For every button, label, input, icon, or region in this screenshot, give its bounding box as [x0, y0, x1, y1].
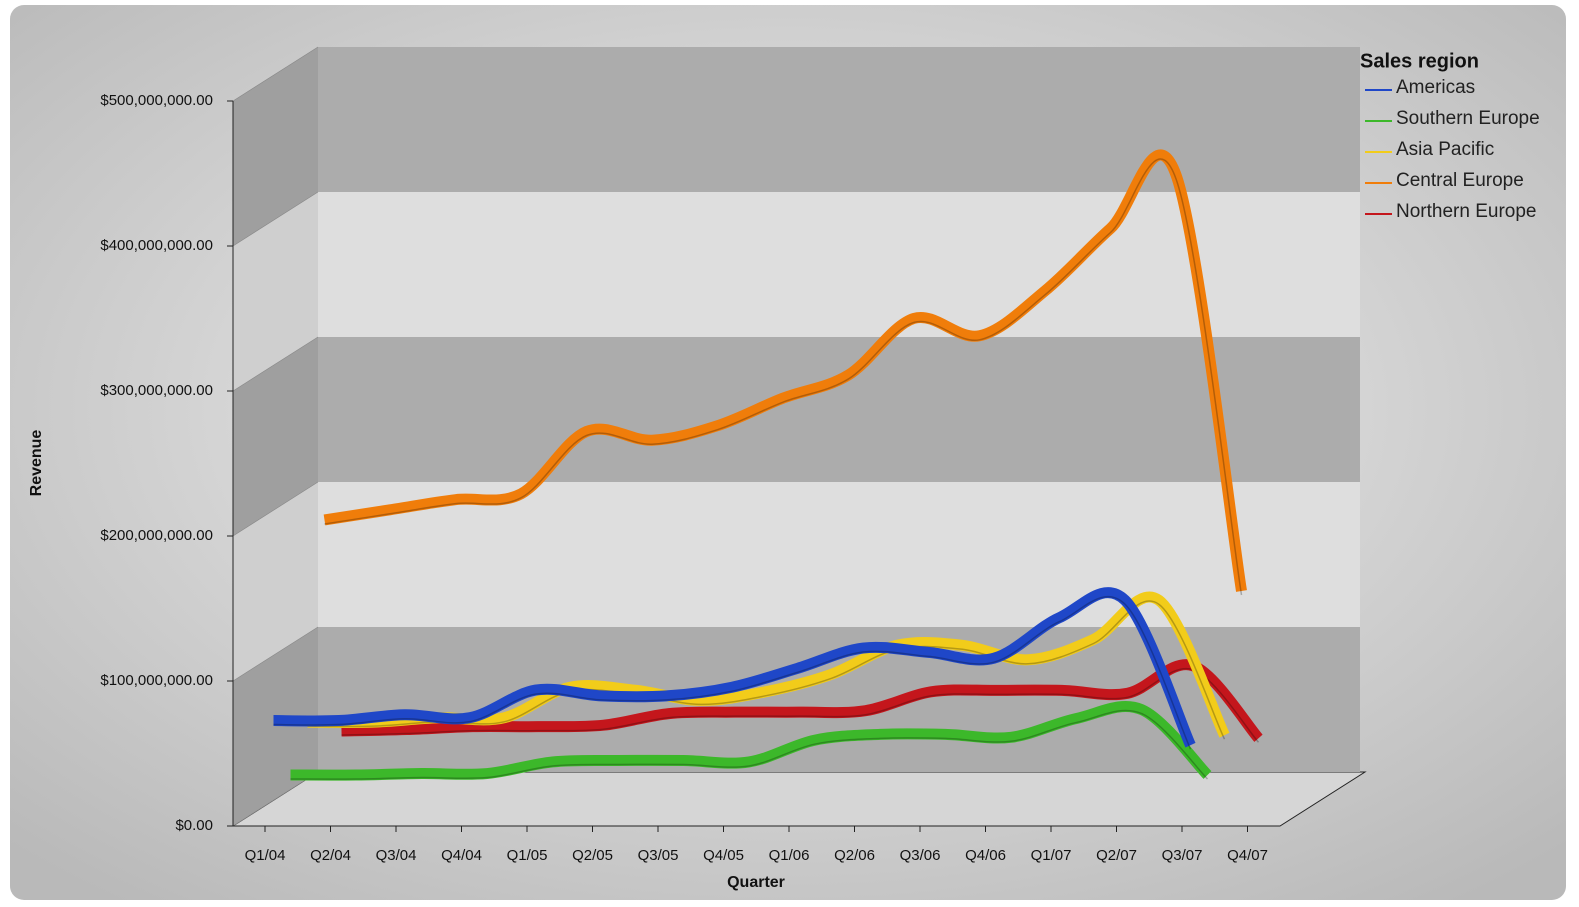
y-tick-label: $200,000,000.00: [100, 527, 213, 544]
legend-label: Americas: [1396, 77, 1475, 98]
series-ribbon: [341, 659, 1263, 742]
x-tick-label: Q1/04: [245, 847, 286, 864]
series-ribbon: [290, 701, 1212, 781]
series-ribbon: [323, 149, 1247, 592]
side-wall-band: [233, 337, 318, 536]
grid-line: [232, 336, 319, 392]
series-ribbon: [273, 587, 1196, 748]
legend-title: Sales region: [1360, 50, 1479, 72]
y-tick-label: $300,000,000.00: [100, 382, 213, 399]
y-tick-label: $0.00: [175, 817, 213, 834]
y-tick-label: $400,000,000.00: [100, 237, 213, 254]
legend-label: Asia Pacific: [1396, 139, 1494, 160]
legend-label: Southern Europe: [1396, 108, 1540, 129]
back-wall-band: [318, 482, 1360, 627]
grid-line: [232, 771, 319, 827]
side-wall-band: [233, 482, 318, 681]
floor: [231, 771, 1367, 827]
x-tick-label: Q4/04: [441, 847, 482, 864]
x-tick-label: Q4/06: [965, 847, 1006, 864]
ribbon-edge: [290, 709, 1209, 780]
x-tick-label: Q3/07: [1162, 847, 1203, 864]
back-wall-band: [318, 47, 1360, 192]
legend-label: Central Europe: [1396, 170, 1524, 191]
x-tick-label: Q2/06: [834, 847, 875, 864]
grid-line: [232, 626, 319, 682]
grid-line: [232, 481, 319, 537]
x-tick-label: Q3/05: [638, 847, 679, 864]
back-wall-band: [318, 337, 1360, 482]
grid-line: [232, 191, 319, 247]
ribbon-edge: [324, 158, 1243, 596]
x-tick-label: Q3/04: [376, 847, 417, 864]
x-tick-label: Q1/07: [1031, 847, 1072, 864]
walls: [227, 46, 1367, 832]
y-axis-title: Revenue: [28, 430, 45, 497]
y-tick-label: $100,000,000.00: [100, 672, 213, 689]
x-tick-label: Q4/05: [703, 847, 744, 864]
x-tick-label: Q1/06: [769, 847, 810, 864]
ribbon-edge: [273, 596, 1192, 750]
legend-label: Northern Europe: [1396, 201, 1536, 222]
x-tick-label: Q2/05: [572, 847, 613, 864]
x-tick-label: Q3/06: [900, 847, 941, 864]
x-tick-label: Q2/04: [310, 847, 351, 864]
x-tick-label: Q4/07: [1227, 847, 1268, 864]
x-tick-label: Q2/07: [1096, 847, 1137, 864]
ribbon-edge: [341, 667, 1260, 743]
side-wall-band: [233, 192, 318, 391]
series-layer: [273, 149, 1263, 781]
y-tick-label: $500,000,000.00: [100, 92, 213, 109]
x-tick-label: Q1/05: [507, 847, 548, 864]
side-wall-band: [233, 47, 318, 246]
x-axis-title: Quarter: [727, 874, 785, 891]
grid-line: [232, 46, 319, 102]
